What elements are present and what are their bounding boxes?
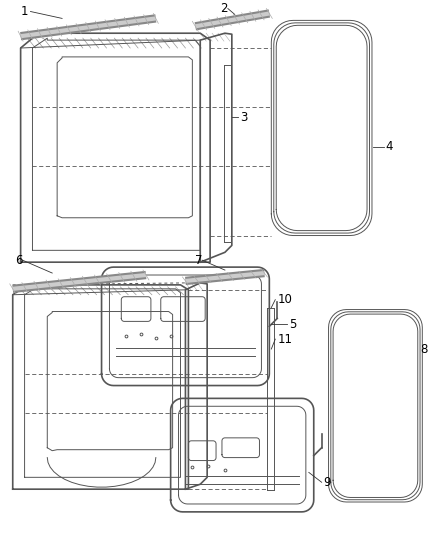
Text: 5: 5 [289,318,297,331]
Text: 11: 11 [277,333,292,346]
Text: 4: 4 [386,140,393,153]
Text: 9: 9 [324,476,331,489]
Text: 2: 2 [220,2,227,15]
Text: 3: 3 [240,111,247,124]
Text: 10: 10 [277,293,292,306]
Text: 6: 6 [15,254,22,266]
Text: 7: 7 [195,254,203,266]
Text: 1: 1 [21,5,28,18]
Text: 8: 8 [420,343,427,356]
